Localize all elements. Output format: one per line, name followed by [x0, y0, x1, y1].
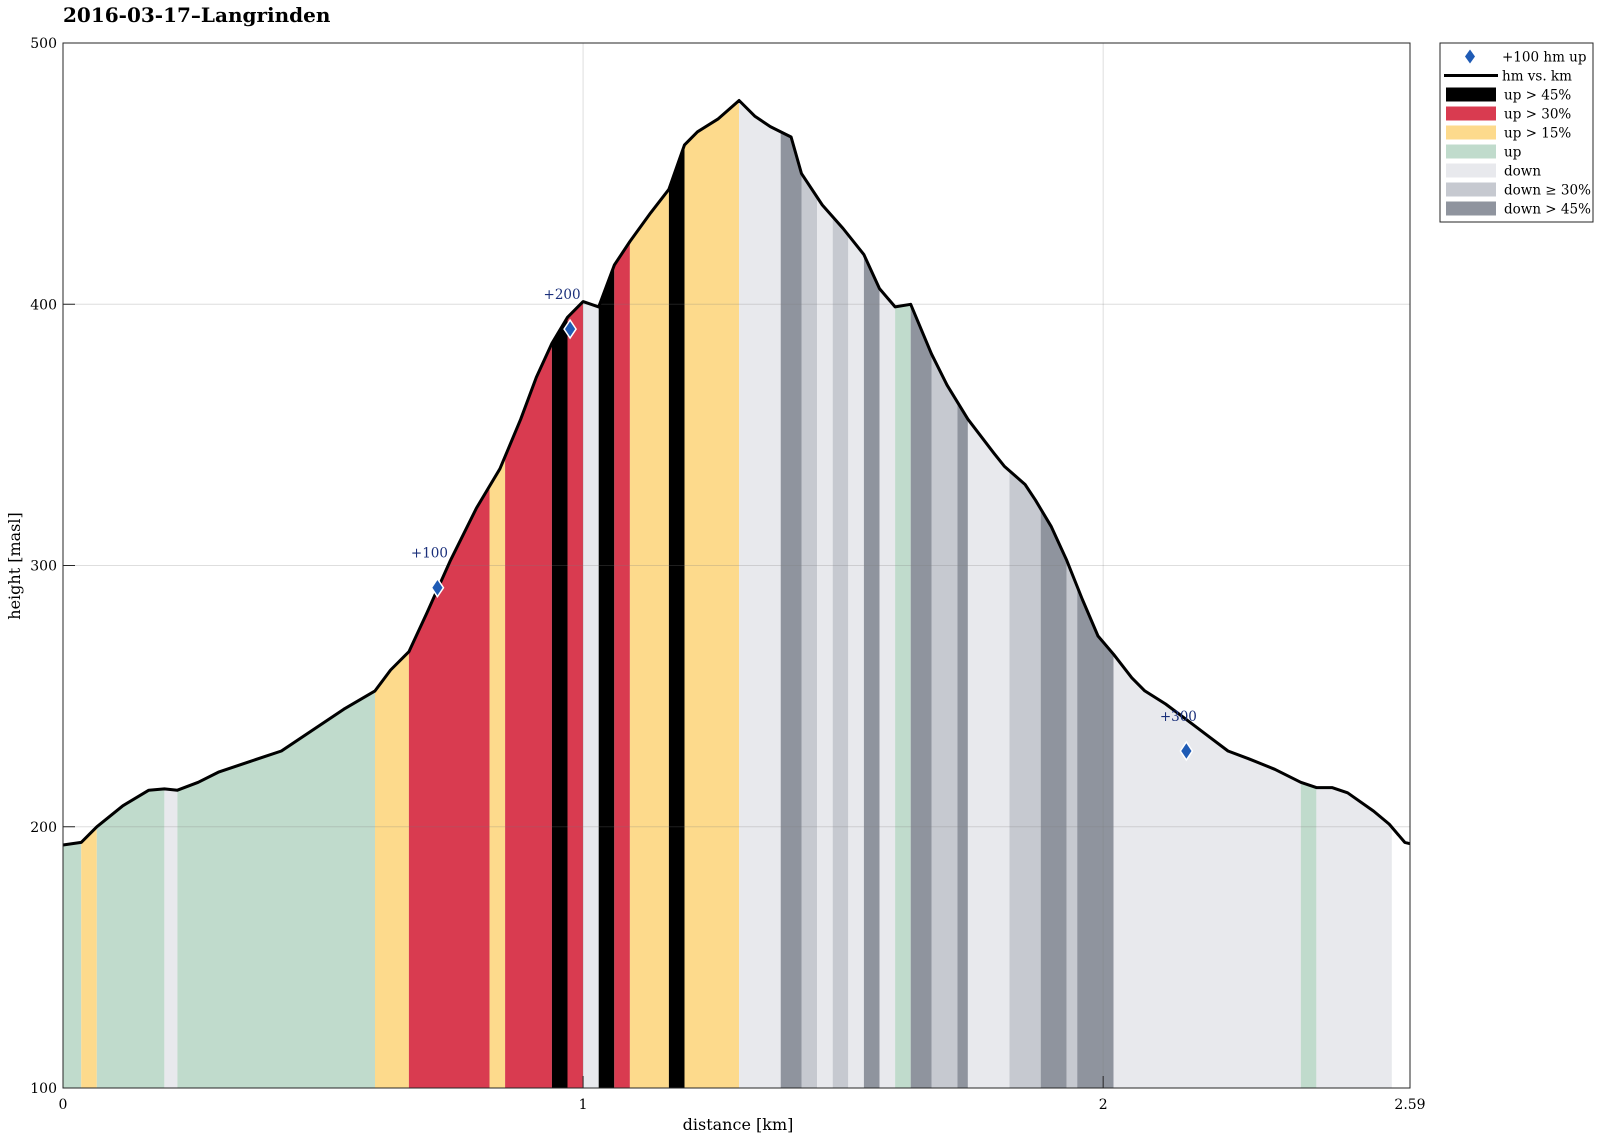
segment-up-25: [895, 304, 911, 1088]
y-tick-label-2: 300: [30, 559, 57, 575]
segment-down30-21: [832, 216, 849, 1088]
segment-up-2: [96, 788, 165, 1088]
legend-swatch-up45: [1446, 87, 1496, 102]
segment-down45-31: [1040, 508, 1067, 1088]
segment-up-4: [177, 690, 375, 1088]
x-axis-label: distance [km]: [683, 1115, 794, 1134]
segment-down30-30: [1009, 470, 1041, 1088]
segment-up45-9: [551, 317, 568, 1088]
segment-down-29: [967, 419, 1010, 1088]
hm-marker-label-3: +300: [1160, 709, 1197, 725]
legend-swatch-up: [1446, 144, 1496, 159]
segment-up15-1: [81, 826, 97, 1088]
segment-up30-8: [505, 343, 552, 1088]
segment-up-0: [63, 842, 82, 1088]
hm-markers: +100 +200 +300: [411, 287, 1197, 762]
x-tick-label-3: 2.59: [1394, 1097, 1425, 1113]
segment-up15-14: [629, 189, 669, 1089]
grid-lines: [63, 43, 1410, 1088]
y-tick-label-1: 200: [30, 820, 57, 836]
segment-up15-16: [684, 100, 740, 1088]
legend-swatch-down45: [1446, 201, 1496, 216]
segment-down30-19: [801, 173, 818, 1089]
segment-down-17: [739, 100, 781, 1088]
legend-swatch-down30: [1446, 182, 1496, 197]
segment-up30-10: [567, 301, 584, 1089]
segment-up45-12: [598, 265, 615, 1089]
profile-line: [62, 99, 1411, 847]
segment-down-11: [583, 301, 599, 1089]
legend-label-up30: up > 30%: [1504, 107, 1571, 123]
segment-up45-15: [668, 144, 685, 1088]
segment-down30-32: [1066, 560, 1078, 1088]
legend-label-up: up: [1504, 145, 1521, 161]
legend-label-down45: down > 45%: [1504, 202, 1591, 218]
segment-down-36: [1316, 787, 1392, 1088]
segment-up15-7: [489, 456, 506, 1088]
legend-swatch-marker: [1465, 49, 1475, 64]
legend-swatch-up30: [1446, 106, 1496, 121]
legend-label-down30: down ≥ 30%: [1504, 183, 1591, 199]
legend: +100 hm up hm vs. km up > 45% up > 30% up > …: [1439, 42, 1594, 223]
segment-up15-5: [375, 651, 409, 1088]
segment-down45-26: [910, 304, 932, 1088]
x-tick-label-1: 1: [579, 1097, 588, 1113]
y-tick-label-0: 100: [30, 1081, 57, 1097]
y-tick-label-3: 400: [30, 297, 57, 313]
segment-down-20: [817, 197, 833, 1089]
y-tick-label-4: 500: [30, 36, 57, 52]
hm-marker-label-2: +200: [544, 287, 581, 303]
hm-marker-2: [563, 318, 577, 340]
segment-down45-18: [780, 131, 802, 1089]
segment-up30-6: [408, 486, 490, 1088]
legend-label-marker: +100 hm up: [1502, 50, 1587, 66]
segment-up30-13: [614, 241, 630, 1088]
segment-up-35: [1300, 782, 1317, 1088]
legend-label-down: down: [1504, 164, 1541, 180]
legend-label-profile: hm vs. km: [1502, 69, 1572, 85]
segment-down45-23: [863, 254, 880, 1089]
legend-label-up15: up > 15%: [1504, 126, 1571, 142]
segment-down45-33: [1077, 586, 1114, 1088]
segment-down45-28: [957, 402, 968, 1088]
chart-title: 2016-03-17–Langrinden: [63, 3, 331, 27]
x-tick-label-2: 2: [1099, 1097, 1108, 1113]
segment-down30-27: [931, 353, 958, 1088]
legend-swatch-down: [1446, 163, 1496, 178]
legend-label-up45: up > 45%: [1504, 88, 1571, 104]
slope-segments: [63, 100, 1392, 1089]
segment-down-3: [164, 788, 178, 1088]
segment-down-24: [879, 288, 896, 1089]
y-axis-label: height [masl]: [5, 512, 24, 619]
hm-marker-1: [430, 577, 445, 599]
hm-marker-3: [1179, 740, 1194, 762]
y-axis-ticks: 100 200 300 400 500: [30, 36, 75, 1097]
x-tick-label-0: 0: [59, 1097, 68, 1113]
hm-marker-label-1: +100: [411, 546, 448, 562]
x-axis-ticks: 0 1 2 2.59: [59, 1076, 1426, 1113]
segment-down-34: [1113, 654, 1301, 1088]
legend-swatch-up15: [1446, 125, 1496, 140]
segment-down-22: [848, 235, 864, 1088]
